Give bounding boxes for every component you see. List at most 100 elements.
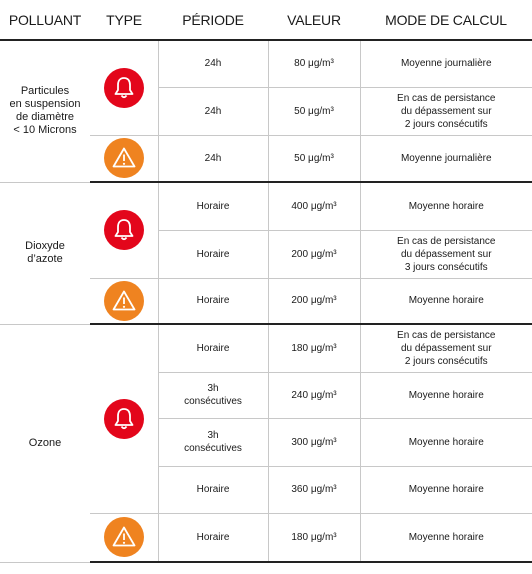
- header-type: TYPE: [90, 0, 158, 41]
- method-line: du dépassement sur: [400, 248, 492, 260]
- table-row: Horaire 200 μg/m³ En cas de persistance du …: [0, 230, 532, 279]
- pollutant-name-line: en suspension: [9, 98, 81, 111]
- pollutant-name-line: d’azote: [27, 253, 63, 265]
- period-line: Horaire: [196, 484, 230, 495]
- table-row: Ozone Horaire 180 μg/m³ En cas de persistan…: [0, 324, 532, 563]
- bell-icon: [103, 398, 144, 439]
- method-line: Moyenne journalière: [400, 152, 492, 164]
- value-cell: 80 μg/m³: [267, 40, 360, 88]
- table-row: Particules en suspension de diamètre < 10 M…: [0, 40, 532, 183]
- table-row: Horaire 360 μg/m³ Moyenne horaire: [0, 466, 532, 514]
- header-row: POLLUANT TYPE PÉRIODE VALEUR MODE DE CAL…: [0, 0, 532, 41]
- period-cell: 3h consécutives: [157, 372, 268, 419]
- method-line: En cas de persistance: [397, 329, 496, 341]
- method-cell: Moyenne horaire: [359, 513, 532, 563]
- header-period: PÉRIODE: [158, 0, 268, 41]
- table-row: 24h 50 μg/m³ Moyenne journalière: [0, 135, 532, 183]
- pollutant-name: Ozone: [0, 324, 90, 563]
- period-line: 3h: [207, 430, 219, 441]
- pollutant-name-line: Ozone: [28, 436, 62, 449]
- method-line: 2 jours consécutifs: [404, 355, 488, 367]
- method-line: En cas de persistance: [397, 235, 496, 247]
- warning-triangle-icon: [103, 280, 144, 321]
- table-row: 3h consécutives 300 μg/m³ Moyenne horaire: [0, 418, 532, 467]
- method-line: Moyenne horaire: [408, 389, 484, 401]
- method-line: Moyenne horaire: [408, 200, 484, 212]
- period-line: 3h: [207, 383, 219, 394]
- period-line: Horaire: [196, 248, 230, 260]
- method-line: Moyenne horaire: [408, 295, 484, 307]
- method-cell: Moyenne horaire: [359, 418, 532, 467]
- method-line: Moyenne horaire: [408, 436, 484, 448]
- type-cell: [90, 135, 158, 183]
- method-line: du dépassement sur: [400, 105, 492, 117]
- method-cell: Moyenne horaire: [359, 278, 532, 325]
- value-cell: 240 μg/m³: [267, 372, 360, 419]
- value-cell: 50 μg/m³: [267, 135, 360, 183]
- table-row: 3h consécutives 240 μg/m³ Moyenne horaire: [0, 372, 532, 419]
- period-line: consécutives: [184, 443, 242, 454]
- value-cell: 400 μg/m³: [267, 182, 360, 231]
- method-line: 2 jours consécutifs: [404, 118, 488, 130]
- value-cell: 50 μg/m³: [267, 87, 360, 136]
- table-row: 24h 50 μg/m³ En cas de persistance du dépas…: [0, 87, 532, 136]
- bell-icon: [103, 67, 144, 108]
- bell-icon: [103, 210, 144, 251]
- pollutant-name-line: de diamètre: [15, 111, 75, 124]
- table-row: Horaire 200 μg/m³ Moyenne horaire: [0, 278, 532, 325]
- type-cell: [90, 182, 158, 279]
- period-cell: Horaire: [157, 230, 268, 279]
- period-cell: 24h: [157, 40, 268, 88]
- type-cell: [90, 513, 158, 563]
- table-row: Dioxyde d’azote Horaire 400 μg/m³ Moyenne ho…: [0, 182, 532, 325]
- period-cell: Horaire: [157, 278, 268, 325]
- value-cell: 200 μg/m³: [267, 230, 360, 279]
- value-cell: 360 μg/m³: [267, 466, 360, 514]
- pollutant-name-line: < 10 Microns: [13, 124, 77, 137]
- method-line: En cas de persistance: [397, 92, 496, 104]
- period-cell: 24h: [157, 87, 268, 136]
- period-line: Horaire: [196, 200, 230, 212]
- method-cell: Moyenne journalière: [359, 40, 532, 88]
- period-cell: Horaire: [157, 324, 268, 373]
- type-cell: [90, 40, 158, 136]
- period-line: 24h: [204, 152, 222, 164]
- period-line: 24h: [204, 58, 222, 70]
- type-cell: [90, 324, 158, 514]
- period-line: Horaire: [196, 342, 230, 354]
- method-cell: En cas de persistance du dépassement sur 3…: [359, 230, 532, 279]
- value-cell: 180 μg/m³: [267, 324, 360, 373]
- table-body: Particules en suspension de diamètre < 10 M…: [0, 40, 532, 563]
- period-cell: 24h: [157, 135, 268, 183]
- value-cell: 180 μg/m³: [267, 513, 360, 563]
- pollutant-name: Particules en suspension de diamètre < 10 M…: [0, 40, 90, 183]
- method-cell: En cas de persistance du dépassement sur 2…: [359, 87, 532, 136]
- pollutant-name: Dioxyde d’azote: [0, 182, 90, 325]
- method-line: Moyenne horaire: [408, 531, 484, 543]
- type-cell: [90, 278, 158, 325]
- value-cell: 300 μg/m³: [267, 418, 360, 467]
- period-cell: Horaire: [157, 182, 268, 231]
- period-line: consécutives: [184, 396, 242, 407]
- header-pollutant: POLLUANT: [0, 0, 90, 41]
- method-line: du dépassement sur: [400, 342, 492, 354]
- table-row: Horaire 180 μg/m³ Moyenne horaire: [0, 513, 532, 563]
- warning-triangle-icon: [103, 517, 144, 558]
- header-method: MODE DE CALCUL: [360, 0, 532, 41]
- header-value: VALEUR: [268, 0, 360, 41]
- pollutant-name-line: Particules: [20, 85, 70, 98]
- method-cell: Moyenne horaire: [359, 182, 532, 231]
- method-line: 3 jours consécutifs: [404, 261, 488, 273]
- method-cell: En cas de persistance du dépassement sur 2…: [359, 324, 532, 373]
- period-line: Horaire: [196, 531, 230, 543]
- value-cell: 200 μg/m³: [267, 278, 360, 325]
- period-line: 24h: [204, 105, 222, 117]
- method-cell: Moyenne horaire: [359, 466, 532, 514]
- method-line: Moyenne horaire: [408, 484, 484, 495]
- warning-triangle-icon: [103, 138, 144, 179]
- method-cell: Moyenne journalière: [359, 135, 532, 183]
- period-cell: Horaire: [157, 513, 268, 563]
- period-line: Horaire: [196, 295, 230, 307]
- method-line: Moyenne journalière: [400, 58, 492, 70]
